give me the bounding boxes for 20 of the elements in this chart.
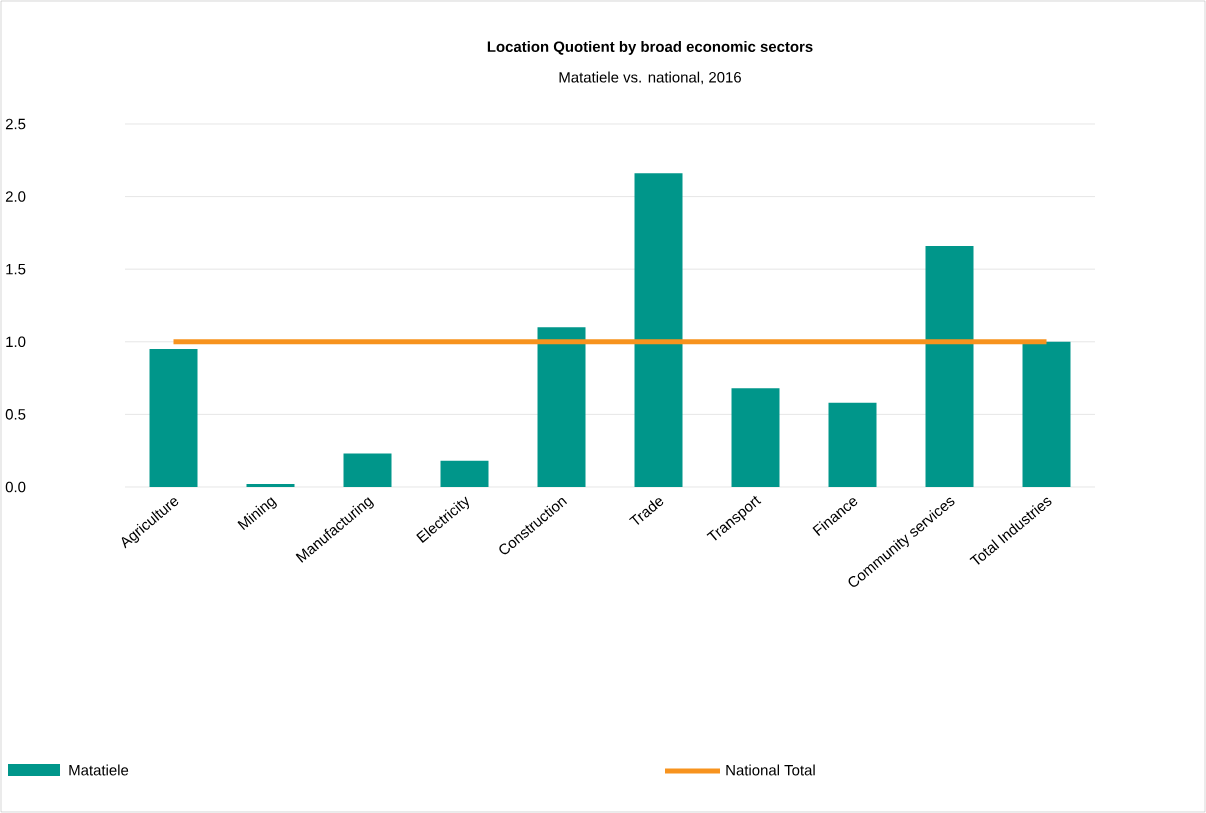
y-tick-label: 1.5 — [6, 263, 26, 275]
bar — [246, 484, 295, 487]
y-tick-label: 2.0 — [5, 191, 26, 202]
bar — [1022, 341, 1071, 487]
bar — [149, 349, 198, 487]
y-tick-label: 0.0 — [5, 481, 26, 493]
y-tick-label: 2.5 — [5, 118, 26, 130]
bar — [440, 460, 489, 487]
y-tick-label: 0.5 — [5, 409, 26, 420]
y-tick-label: 1.0 — [6, 336, 26, 348]
chart-title: Location Quotient by broad economic sectors — [487, 41, 813, 55]
legend-label: National Total — [726, 764, 815, 776]
bar — [925, 245, 974, 487]
chart-subtitle: Matatiele vs. national, 2016 — [559, 71, 741, 85]
bar — [537, 327, 586, 487]
bar — [731, 388, 780, 487]
bar — [634, 173, 683, 487]
legend-label: Matatiele — [69, 764, 129, 776]
bar — [343, 453, 392, 487]
bar — [828, 402, 877, 487]
